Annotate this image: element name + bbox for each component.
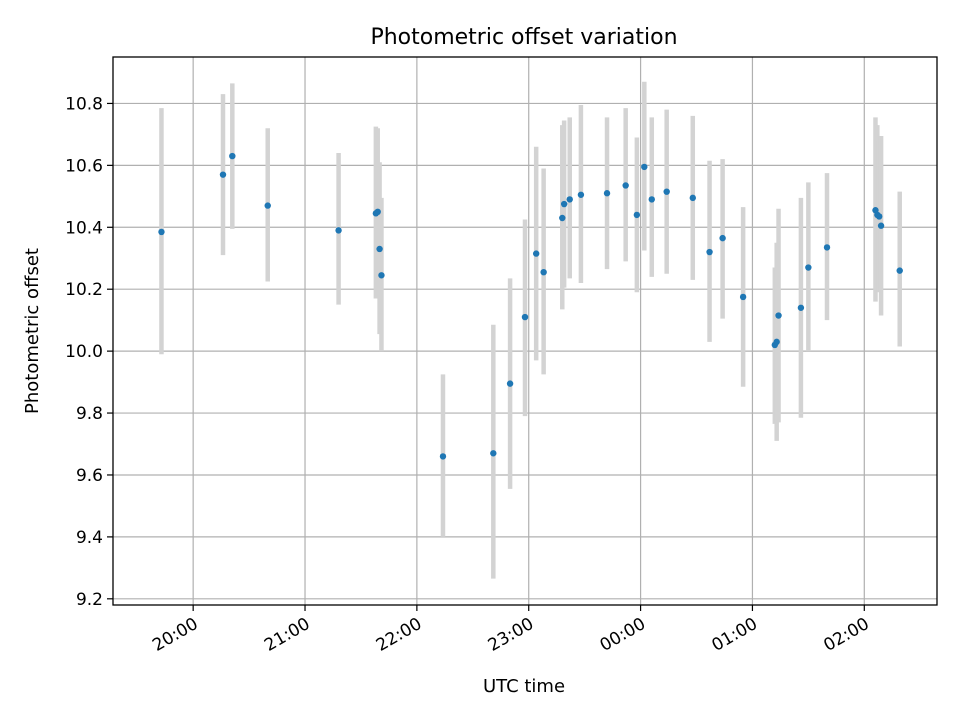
data-point — [622, 182, 629, 189]
data-point — [374, 208, 381, 216]
data-point — [577, 191, 585, 198]
data-point — [439, 453, 447, 460]
x-tick-label: 23:00 — [485, 614, 537, 656]
data-point — [648, 196, 655, 203]
y-tick-label: 10.8 — [65, 94, 103, 114]
y-tick-label: 9.2 — [76, 590, 103, 610]
data-point — [797, 304, 805, 311]
y-tick-label: 9.6 — [76, 466, 103, 486]
data-point — [540, 268, 547, 276]
data-point — [877, 222, 885, 229]
data-point — [521, 313, 529, 321]
x-tick-label: 22:00 — [373, 614, 425, 656]
data-point — [229, 152, 236, 160]
x-tick-label: 02:00 — [820, 614, 872, 656]
data-point — [603, 190, 611, 197]
data-point — [719, 234, 726, 242]
y-tick-label: 10.2 — [65, 280, 103, 300]
data-point — [532, 250, 540, 257]
data-point — [335, 227, 342, 234]
data-point — [633, 211, 641, 219]
data-point — [376, 245, 383, 253]
y-tick-label: 10.6 — [65, 156, 103, 176]
y-tick-label: 9.4 — [76, 528, 103, 548]
y-axis-label: Photometric offset — [22, 248, 43, 414]
data-point — [775, 312, 782, 319]
data-point — [773, 338, 780, 346]
data-point — [264, 202, 271, 209]
data-point — [506, 380, 514, 387]
y-tick-label: 10.0 — [65, 342, 103, 362]
chart-title: Photometric offset variation — [370, 25, 677, 50]
x-tick-label: 20:00 — [149, 614, 201, 656]
x-tick-label: 21:00 — [261, 614, 313, 656]
data-point — [823, 244, 831, 251]
y-tick-label: 10.4 — [65, 218, 103, 238]
error-bars — [159, 81, 902, 579]
data-point — [739, 293, 747, 301]
x-axis-label: UTC time — [483, 676, 565, 697]
data-point — [219, 171, 227, 178]
axis-ticks: 20:00 21:00 22:00 23:00 00:00 01:00 02:00 9.2 9.… — [65, 94, 873, 655]
y-tick-label: 9.8 — [76, 404, 103, 424]
data-point — [566, 196, 573, 203]
data-point — [805, 264, 812, 271]
data-point — [706, 248, 713, 256]
data-points — [158, 152, 903, 460]
data-point — [378, 272, 385, 279]
plot-frame — [112, 56, 938, 606]
data-point — [876, 213, 883, 220]
x-tick-label: 01:00 — [709, 614, 761, 656]
data-point — [641, 163, 648, 171]
data-point — [559, 214, 566, 222]
data-point — [158, 228, 165, 236]
data-point — [896, 267, 903, 274]
data-point — [490, 450, 497, 457]
x-tick-label: 00:00 — [597, 614, 649, 656]
data-point — [663, 188, 670, 195]
data-point — [689, 194, 696, 202]
data-point — [560, 200, 568, 208]
